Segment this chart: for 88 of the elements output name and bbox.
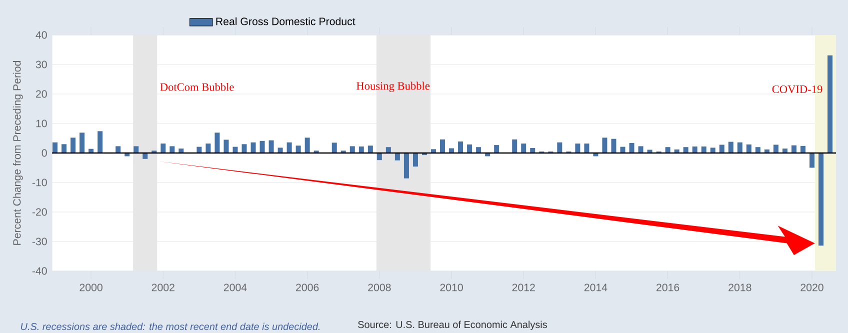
bar — [638, 146, 644, 153]
bar — [575, 144, 580, 153]
bar — [791, 145, 796, 153]
bar — [458, 141, 464, 153]
x-tick-label: 2014 — [584, 284, 608, 292]
annotation: DotCom Bubble — [160, 82, 234, 91]
bar — [512, 139, 518, 153]
bar — [116, 146, 121, 153]
x-tick-label: 2020 — [800, 284, 824, 292]
bar — [818, 153, 824, 246]
bar — [602, 138, 608, 153]
bar — [260, 140, 265, 153]
bar — [692, 146, 698, 153]
bar — [350, 146, 355, 153]
bar — [142, 153, 148, 159]
x-tick-label: 2012 — [512, 284, 535, 292]
x-tick-label: 2000 — [80, 284, 102, 292]
bar — [629, 142, 634, 153]
bar — [304, 138, 310, 153]
text: U.S. recessions are shaded: the most recent end date is undecided. — [21, 322, 320, 330]
y-tick-label: -10 — [32, 178, 47, 186]
bar — [755, 147, 760, 153]
bar — [250, 142, 256, 153]
bar — [412, 153, 418, 167]
bar — [214, 132, 220, 153]
y-tick-label: -40 — [32, 267, 47, 275]
bar — [809, 153, 814, 168]
bar — [332, 142, 337, 153]
bar — [70, 138, 76, 153]
bar — [557, 142, 562, 153]
y-tick-label: -30 — [32, 238, 47, 246]
bar — [206, 144, 211, 153]
x-tick-label: 2004 — [224, 284, 247, 292]
x-tick-label: 2006 — [296, 284, 319, 292]
bar — [476, 147, 482, 153]
bar — [611, 138, 616, 153]
y-tick-label: 30 — [36, 60, 47, 68]
bar — [386, 147, 391, 153]
bar — [530, 148, 536, 153]
bar — [584, 144, 590, 153]
bar — [376, 153, 382, 160]
bar — [62, 144, 67, 153]
bar — [710, 148, 716, 153]
y-axis-title: Percent Change from Preceding Period — [12, 60, 23, 245]
bar — [728, 142, 734, 153]
bar — [800, 146, 806, 153]
bar — [80, 132, 85, 153]
x-tick-label: 2008 — [368, 284, 391, 292]
x-tick-label: 2002 — [152, 284, 174, 292]
bar — [683, 147, 688, 153]
source-note: Source: U.S. Bureau of Economic Analysis — [358, 320, 547, 330]
y-tick-label: 0 — [42, 149, 47, 157]
bar — [98, 131, 103, 153]
bar — [665, 147, 670, 153]
bar — [494, 145, 500, 153]
bar — [746, 144, 752, 153]
bar — [368, 146, 373, 153]
bar — [701, 146, 706, 153]
bar — [278, 148, 283, 153]
bar — [242, 144, 247, 153]
bar — [268, 140, 274, 153]
legend-label: Real Gross Domestic Product — [216, 17, 356, 26]
x-tick-label: 2010 — [440, 284, 463, 292]
x-tick-label: 2018 — [728, 284, 752, 292]
bar — [52, 142, 58, 153]
bar — [719, 144, 724, 153]
y-tick-label: 40 — [36, 31, 47, 39]
bar — [828, 55, 833, 153]
bar — [160, 144, 166, 153]
y-tick-label: 20 — [36, 90, 47, 98]
bar — [134, 146, 139, 153]
x-tick-label: 2016 — [656, 284, 680, 292]
bar — [521, 144, 526, 153]
bar — [358, 146, 364, 153]
bar — [773, 144, 778, 153]
annotation: Housing Bubble — [356, 82, 430, 92]
bar — [224, 140, 229, 153]
bar — [296, 146, 301, 153]
bar — [440, 139, 446, 153]
y-tick-label: 10 — [36, 120, 47, 128]
bar — [737, 142, 742, 153]
y-tick-label: -20 — [32, 208, 47, 216]
bar — [286, 142, 292, 153]
annotation: COVID-19 — [772, 85, 822, 94]
bar — [394, 153, 400, 160]
bar — [404, 153, 409, 178]
bar — [467, 144, 472, 153]
bar — [170, 146, 175, 153]
